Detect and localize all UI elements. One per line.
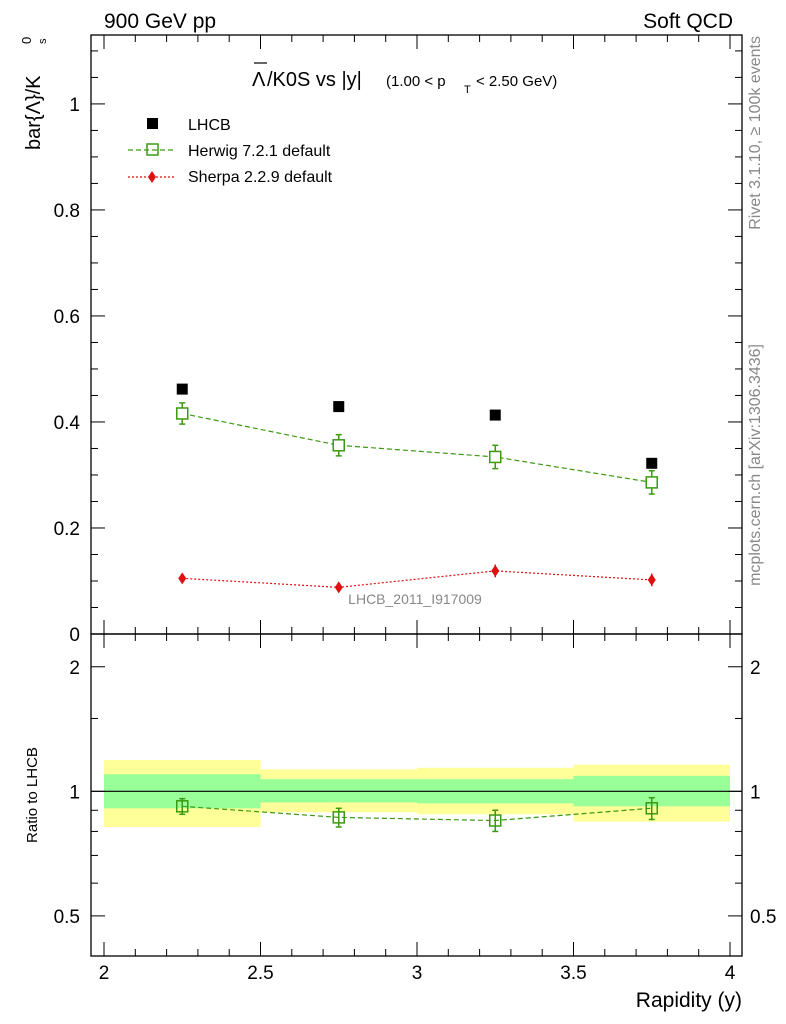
ratio-y-tick-label-right: 2 [750, 658, 761, 679]
title-range-sub: T [464, 84, 471, 96]
herwig-ratio-point [332, 811, 345, 824]
y-axis-label-main: bar{Λ}/K [23, 75, 45, 150]
ratio-y-tick-label-left: 1 [69, 782, 80, 803]
herwig-ratio-line [182, 805, 652, 822]
title-range-end: < 2.50 GeV) [476, 73, 557, 90]
legend-herwig-label: Herwig 7.2.1 default [188, 143, 331, 160]
sherpa-point [334, 581, 343, 594]
legend-sherpa-marker [148, 171, 156, 183]
title-range: (1.00 < p [386, 73, 446, 90]
x-tick-label: 4 [725, 963, 736, 984]
main-plot-panel: 0 0.2 0.4 0.6 0.8 1 Λ /K0S vs |y| (1.00 < p T… [19, 34, 743, 646]
y-tick-label: 0.6 [54, 307, 80, 328]
sherpa-series-line [182, 570, 652, 588]
y-tick-label: 0.2 [54, 519, 80, 540]
y-tick-label: 0.8 [54, 201, 80, 222]
ratio-y-tick-label-left: 0.5 [54, 907, 80, 928]
herwig-point [332, 439, 345, 452]
lhcb-data-point [646, 457, 658, 469]
x-tick-label: 2 [99, 963, 110, 984]
side-text-mcplots: mcplots.cern.ch [arXiv:1306.3436] [747, 344, 764, 586]
y-tick-label: 1 [69, 95, 80, 116]
herwig-point [489, 450, 502, 464]
herwig-ratio-point [176, 800, 189, 813]
sherpa-point [178, 572, 187, 585]
y-axis-label: bar{Λ}/K 0 s [19, 37, 49, 150]
herwig-ratio-point [489, 814, 502, 827]
title-main: /K0S vs |y| [267, 69, 362, 91]
x-axis-label: Rapidity (y) [636, 989, 742, 1012]
herwig-point [176, 407, 189, 420]
herwig-point [645, 476, 658, 489]
y-tick-label: 0 [69, 625, 80, 646]
y-axis-label-sup: 0 [19, 37, 34, 44]
lhcb-data-point [176, 383, 188, 395]
lhcb-data-point [333, 401, 345, 413]
sherpa-point [491, 564, 500, 577]
x-tick-label: 3.5 [560, 963, 586, 984]
ratio-y-tick-label-right: 0.5 [750, 907, 776, 928]
lhcb-data-point [489, 409, 501, 421]
legend-lhcb-label: LHCB [188, 117, 231, 134]
y-tick-label: 0.4 [54, 413, 81, 434]
legend-sherpa-label: Sherpa 2.2.9 default [188, 169, 333, 186]
y-axis-label-sub: s [37, 38, 49, 44]
herwig-ratio-point [645, 802, 658, 815]
title-lambda: Λ [252, 69, 266, 91]
legend-lhcb-marker [147, 118, 158, 129]
ratio-y-tick-label-left: 2 [69, 658, 80, 679]
sherpa-point [647, 573, 656, 586]
ratio-y-axis-label: Ratio to LHCB [24, 747, 41, 843]
herwig-series-line [182, 412, 652, 483]
x-tick-label: 3 [412, 963, 423, 984]
header-right: Soft QCD [643, 10, 733, 33]
header-left: 900 GeV pp [104, 10, 216, 33]
ratio-y-tick-label-right: 1 [750, 782, 761, 803]
side-text-rivet: Rivet 3.1.10, ≥ 100k events [747, 36, 764, 230]
plot-title: Λ /K0S vs |y| (1.00 < p T < 2.50 GeV) [252, 62, 557, 96]
watermark-analysis-id: LHCB_2011_I917009 [348, 591, 482, 607]
ratio-plot-panel: 0.5 0.5 1 1 2 2 2 2.5 3 3.5 4 Ratio to LHCB Rapidi… [24, 633, 776, 1012]
x-tick-label: 2.5 [247, 963, 273, 984]
legend-herwig-marker [146, 143, 159, 156]
legend: LHCB Herwig 7.2.1 default Sherpa 2.2.9 d… [128, 117, 333, 186]
